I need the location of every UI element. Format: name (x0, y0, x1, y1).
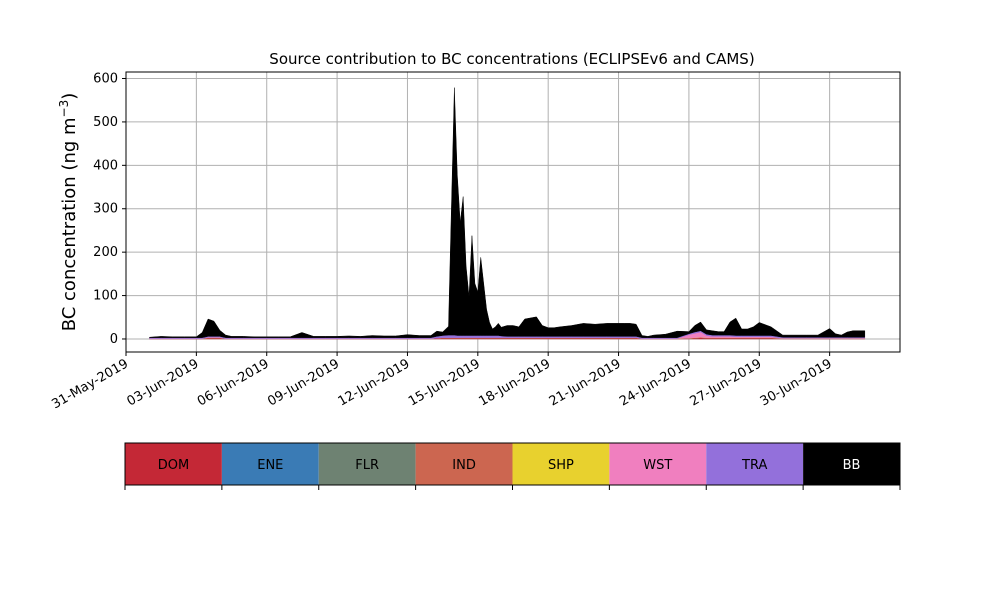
y-axis-ticks: 0 100 200 300 400 500 600 (93, 72, 126, 347)
y-tick-label: 400 (93, 158, 118, 173)
y-axis-label-superscript: −3 (57, 100, 71, 118)
legend-label-bb: BB (843, 458, 861, 473)
legend-label-ene: ENE (257, 458, 283, 473)
legend-swatch-ind (415, 443, 513, 485)
y-tick-label: 200 (93, 245, 118, 260)
legend-label-dom: DOM (158, 458, 189, 473)
grid-lines (125, 72, 900, 352)
legend-swatch-flr (318, 443, 416, 485)
area-series-bb (149, 87, 866, 338)
x-axis-ticks: 31-May-201903-Jun-201906-Jun-201909-Jun-… (49, 352, 835, 412)
chart-title: Source contribution to BC concentrations… (269, 50, 754, 68)
x-tick-label: 31-May-2019 (49, 356, 131, 412)
legend-colorbar: DOM ENE FLR IND SHP WST TRA BB (124, 442, 901, 490)
x-tick-label: 06-Jun-2019 (195, 356, 272, 409)
x-tick-label: 21-Jun-2019 (547, 356, 624, 409)
legend-swatch-shp (512, 443, 610, 485)
x-tick-label: 30-Jun-2019 (758, 356, 835, 409)
y-tick-label: 500 (93, 115, 118, 130)
y-tick-label: 600 (93, 72, 118, 87)
legend-swatch-dom (125, 443, 222, 485)
x-tick-label: 09-Jun-2019 (265, 356, 342, 409)
legend-label-flr: FLR (355, 458, 379, 473)
y-tick-label: 300 (93, 202, 118, 217)
plot-frame (125, 71, 901, 353)
x-tick-label: 15-Jun-2019 (406, 356, 483, 409)
x-tick-label: 18-Jun-2019 (476, 356, 553, 409)
y-axis-label: BC concentration (ng m−3) (57, 93, 80, 332)
y-tick-label: 100 (93, 289, 118, 304)
y-tick-label: 0 (110, 332, 118, 347)
x-tick-label: 24-Jun-2019 (617, 356, 694, 409)
y-axis-label-main: BC concentration (ng m (59, 117, 80, 331)
legend-swatch-wst (609, 443, 707, 485)
legend-label-wst: WST (643, 458, 672, 473)
legend-label-tra: TRA (741, 458, 767, 473)
x-tick-label: 03-Jun-2019 (125, 356, 202, 409)
y-axis-label-close: ) (59, 93, 80, 100)
legend-swatch-ene (221, 443, 319, 485)
stacked-areas (149, 87, 866, 340)
legend-label-shp: SHP (548, 458, 574, 473)
legend-swatch-bb (803, 443, 900, 485)
legend-label-ind: IND (452, 458, 476, 473)
legend-swatch-tra (706, 443, 804, 485)
x-tick-label: 12-Jun-2019 (336, 356, 413, 409)
x-tick-label: 27-Jun-2019 (687, 356, 764, 409)
